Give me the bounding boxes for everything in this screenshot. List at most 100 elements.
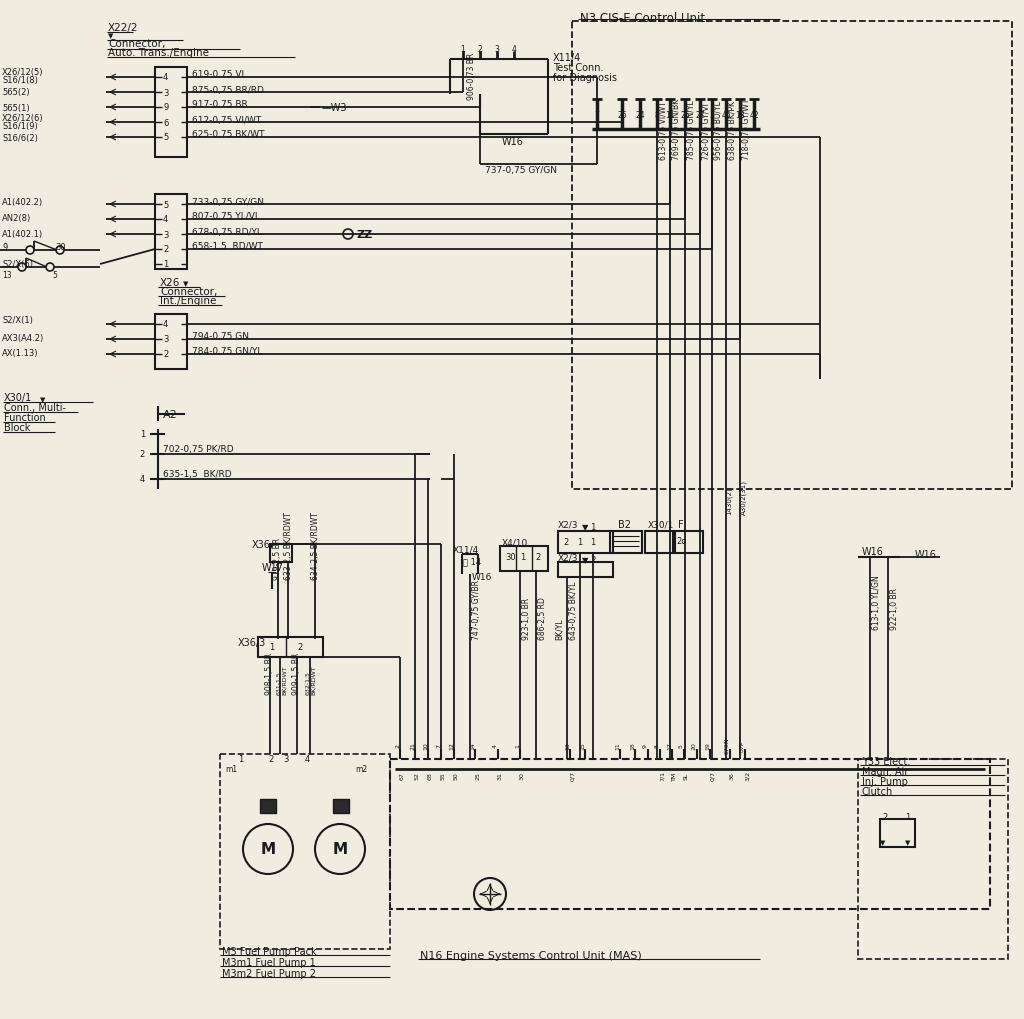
- Text: 9: 9: [643, 743, 648, 747]
- Text: 1: 1: [238, 755, 244, 764]
- Text: 25: 25: [475, 771, 480, 780]
- Text: M3 Fuel Pump Pack: M3 Fuel Pump Pack: [222, 946, 316, 956]
- Text: 4: 4: [305, 755, 310, 764]
- Text: Test Conn.: Test Conn.: [553, 63, 603, 73]
- Text: 919-2,5 BR: 919-2,5 BR: [273, 537, 282, 580]
- Text: 11: 11: [666, 111, 675, 120]
- Bar: [645, 532, 673, 553]
- Text: 1: 1: [590, 538, 595, 547]
- Text: ▼ 1: ▼ 1: [582, 522, 596, 531]
- Text: 3: 3: [163, 335, 168, 344]
- Text: 8: 8: [654, 111, 659, 120]
- Text: 917-0,75 BR: 917-0,75 BR: [193, 101, 248, 109]
- Text: F: F: [678, 520, 684, 530]
- Text: 686-2,5 RD: 686-2,5 RD: [538, 596, 547, 639]
- Text: 2o: 2o: [677, 537, 687, 546]
- Text: X4/10: X4/10: [502, 538, 528, 547]
- Text: Inj. Pump: Inj. Pump: [862, 776, 908, 787]
- Text: X30/1: X30/1: [4, 392, 32, 403]
- Text: 87P: 87P: [740, 740, 745, 751]
- Text: Magn. Air: Magn. Air: [862, 766, 908, 776]
- Text: 1: 1: [577, 538, 583, 547]
- Text: 5: 5: [163, 133, 168, 143]
- Text: 633-2,5 BK/RDWT: 633-2,5 BK/RDWT: [284, 512, 293, 580]
- Text: 2: 2: [139, 450, 145, 459]
- Text: 737-0,75 GY/GN: 737-0,75 GY/GN: [485, 165, 557, 174]
- Text: 5: 5: [163, 201, 168, 209]
- Text: ▼: ▼: [880, 840, 886, 845]
- Text: ▼: ▼: [40, 396, 45, 403]
- Text: A1(402.2): A1(402.2): [2, 198, 43, 206]
- Text: AX3(A4.2): AX3(A4.2): [2, 334, 44, 343]
- Text: 875-0,75 BR/RD: 875-0,75 BR/RD: [193, 86, 264, 95]
- Text: Connector,: Connector,: [108, 39, 165, 49]
- Text: W16: W16: [862, 546, 884, 556]
- Text: 613-1,0 YL/GN: 613-1,0 YL/GN: [872, 575, 881, 630]
- Text: X11/4: X11/4: [453, 545, 479, 554]
- Text: W16: W16: [915, 549, 937, 559]
- Text: 0/7: 0/7: [570, 770, 575, 781]
- Text: S2/X(6): S2/X(6): [2, 260, 33, 269]
- Text: 3: 3: [283, 755, 289, 764]
- Text: 643-0,75 BK/YL: 643-0,75 BK/YL: [569, 581, 578, 639]
- Text: 2: 2: [395, 743, 400, 747]
- Text: 8: 8: [655, 743, 660, 747]
- Text: 45: 45: [721, 111, 731, 120]
- Text: 4: 4: [163, 320, 168, 329]
- Text: 794-0,75 GN: 794-0,75 GN: [193, 332, 249, 341]
- Text: 1: 1: [520, 553, 525, 561]
- Text: 25: 25: [680, 111, 690, 120]
- Bar: [390, 759, 990, 909]
- Text: Y33 Elect.: Y33 Elect.: [862, 756, 910, 766]
- Text: 625-0,75 BK/WT: 625-0,75 BK/WT: [193, 130, 264, 140]
- Text: 20: 20: [692, 742, 697, 749]
- Text: 31: 31: [498, 771, 503, 780]
- Text: AN2(8): AN2(8): [2, 214, 32, 223]
- Bar: [558, 562, 613, 578]
- Text: S16/6(2): S16/6(2): [2, 133, 38, 143]
- Text: TM: TM: [672, 770, 677, 780]
- Bar: [858, 759, 1008, 959]
- Text: 2: 2: [163, 351, 168, 359]
- Bar: [270, 544, 292, 562]
- Bar: [260, 799, 276, 813]
- Text: BK/YL: BK/YL: [555, 618, 564, 639]
- Bar: [155, 68, 187, 158]
- Bar: [258, 637, 323, 657]
- Text: 906-0,73 BR: 906-0,73 BR: [467, 53, 476, 100]
- Text: m2: m2: [355, 764, 368, 773]
- Text: M3m1 Fuel Pump 1: M3m1 Fuel Pump 1: [222, 957, 315, 967]
- Text: 702-0,75 PK/RD: 702-0,75 PK/RD: [163, 445, 233, 454]
- Text: 635-1,5  BK/RD: 635-1,5 BK/RD: [163, 470, 231, 479]
- Text: 7/1: 7/1: [660, 770, 665, 781]
- Text: 3/2: 3/2: [745, 770, 750, 781]
- Text: Auto. Trans./Engine: Auto. Trans./Engine: [108, 48, 209, 58]
- Text: 565(1): 565(1): [2, 103, 30, 112]
- Text: X2/3: X2/3: [558, 553, 579, 561]
- Text: X26/12(6): X26/12(6): [2, 114, 44, 123]
- Text: 21: 21: [410, 742, 415, 749]
- Text: 565(2): 565(2): [2, 89, 30, 98]
- Text: Function: Function: [4, 413, 46, 423]
- Text: 923-1,0 BR: 923-1,0 BR: [522, 597, 531, 639]
- Text: 24: 24: [635, 111, 645, 120]
- Text: 17: 17: [667, 742, 672, 749]
- Text: 27: 27: [695, 111, 705, 120]
- Text: N16 Engine Systems Control Unit (MAS): N16 Engine Systems Control Unit (MAS): [420, 950, 642, 960]
- Text: ▼ 2: ▼ 2: [582, 555, 596, 564]
- Text: 726-0,75 GY/VI: 726-0,75 GY/VI: [702, 103, 711, 160]
- Text: 2: 2: [163, 246, 168, 255]
- Text: SL: SL: [684, 771, 689, 779]
- Text: 632-1,5
BK/RDWT: 632-1,5 BK/RDWT: [305, 664, 315, 694]
- Text: Connector,: Connector,: [160, 286, 217, 297]
- Text: A2: A2: [163, 410, 178, 420]
- Text: Int./Engine: Int./Engine: [160, 296, 216, 306]
- Text: 4: 4: [512, 45, 516, 53]
- Text: X30/1: X30/1: [648, 520, 675, 529]
- Text: X26/12(5): X26/12(5): [2, 68, 43, 77]
- Text: W17: W17: [262, 562, 284, 573]
- Text: 769-0,75 GN/BK: 769-0,75 GN/BK: [672, 99, 681, 160]
- Text: 638-0,75 BK/PK: 638-0,75 BK/PK: [728, 101, 737, 160]
- Text: 1: 1: [461, 45, 465, 53]
- Text: 1: 1: [163, 260, 168, 269]
